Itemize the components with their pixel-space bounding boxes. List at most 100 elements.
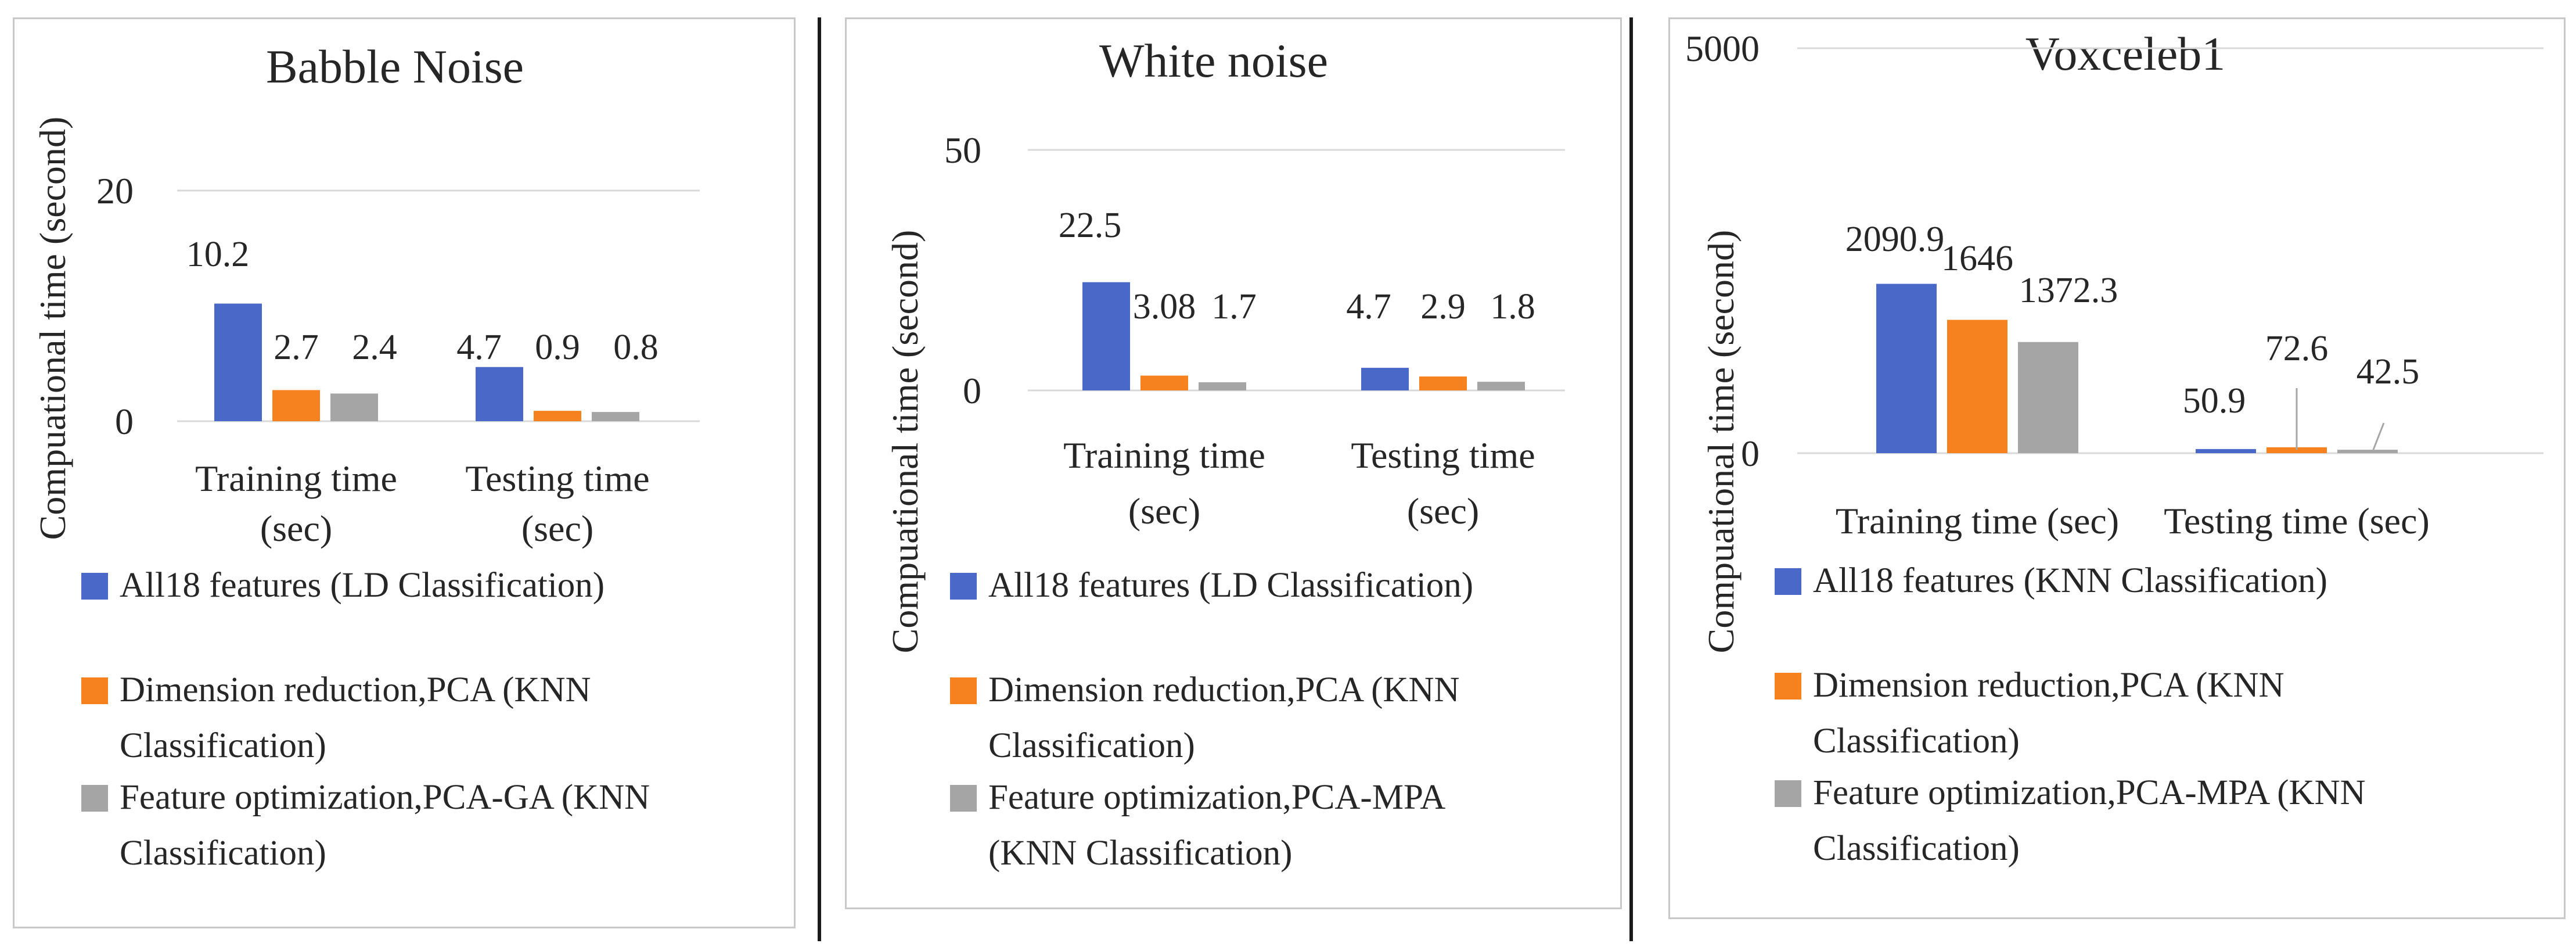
x-tick-label: (sec) (260, 508, 332, 549)
y-tick-label: 0 (115, 401, 134, 442)
data-label: 1372.3 (2019, 271, 2118, 310)
data-label: 22.5 (1059, 206, 1122, 245)
x-tick-label: Training time (195, 458, 397, 499)
x-tick-label: (sec) (521, 508, 593, 549)
legend-label-line: Classification) (1813, 722, 2020, 761)
legend-swatch (1775, 568, 1801, 595)
bar-3-testing (592, 412, 639, 421)
data-label: 1.8 (1490, 287, 1535, 327)
chart-title: Voxceleb1 (2025, 27, 2226, 80)
y-axis-label: Compuational time (second) (32, 117, 73, 540)
data-label: 72.6 (2265, 329, 2329, 368)
y-tick-label: 20 (96, 170, 134, 211)
chart-panel-white-noise (845, 17, 1622, 909)
legend-label: Dimension reduction,PCA (KNN Classificati… (1813, 658, 2562, 769)
legend-label: Feature optimization,PCA-GA (KNN Classifi… (120, 770, 869, 881)
panel-divider (1629, 17, 1633, 941)
x-tick-label: Testing time (1351, 435, 1535, 476)
bar-3-testing (2337, 450, 2398, 453)
legend-label-line: Feature optimization,PCA-MPA (KNN (1813, 773, 2366, 812)
legend-swatch (81, 677, 108, 704)
data-label: 10.2 (186, 235, 250, 274)
y-tick-label: 0 (1741, 433, 1760, 474)
data-label: 4.7 (456, 328, 502, 367)
legend-swatch (950, 677, 977, 704)
bar-3-training (1199, 382, 1246, 390)
y-axis-label: Compuational time (second) (884, 230, 926, 654)
bar-1-testing (2196, 449, 2256, 453)
x-tick-label: (sec) (1128, 490, 1200, 532)
bar-2-training (1947, 320, 2007, 453)
bar-2-testing (534, 411, 581, 421)
bar-2-testing (2266, 447, 2327, 453)
x-tick-label: Testing time (sec) (2164, 500, 2430, 541)
legend-label-line: Classification) (120, 834, 326, 873)
x-tick-label: Testing time (465, 458, 649, 499)
data-label: 1646 (1941, 239, 2013, 278)
data-label: 0.9 (535, 328, 580, 367)
legend-label-line: (KNN Classification) (988, 834, 1293, 873)
data-label: 2.9 (1420, 287, 1466, 327)
legend-label-line: All18 features (LD Classification) (988, 566, 1474, 605)
x-tick-label: (sec) (1407, 490, 1479, 532)
legend-swatch (950, 785, 977, 812)
bar-3-testing (1477, 382, 1525, 390)
panel-divider (818, 17, 821, 941)
legend-swatch (1775, 673, 1801, 700)
y-tick-label: 50 (944, 130, 981, 171)
bar-1-training (214, 303, 262, 421)
data-label: 2.4 (352, 328, 397, 367)
leader-line (2372, 422, 2385, 450)
bar-1-training (1082, 282, 1130, 390)
legend-label-line: Classification) (120, 726, 326, 765)
data-label: 2090.9 (1845, 220, 1945, 259)
legend-swatch (81, 573, 108, 600)
chart-panel-babble-noise (13, 17, 796, 928)
bar-1-training (1876, 284, 1937, 453)
bar-2-training (1141, 375, 1188, 390)
x-tick-label: Training time (sec) (1836, 500, 2119, 541)
x-tick-label: Training time (1063, 435, 1265, 476)
bar-1-testing (476, 367, 523, 421)
legend-label: Feature optimization,PCA-MPA (KNN Classif… (988, 770, 1737, 881)
legend-label-line: Dimension reduction,PCA (KNN (120, 670, 591, 709)
legend-label-line: Classification) (1813, 829, 2020, 868)
bar-3-training (2018, 342, 2078, 453)
data-label: 4.7 (1346, 287, 1391, 327)
legend-label-line: Feature optimization,PCA-GA (KNN (120, 778, 650, 817)
legend-label: All18 features (KNN Classification) (1813, 553, 2562, 609)
legend-swatch (950, 573, 977, 600)
data-label: 42.5 (2356, 352, 2420, 392)
y-tick-label: 0 (963, 370, 981, 411)
legend-label: All18 features (LD Classification) (988, 558, 1737, 614)
legend-label-line: Feature optimization,PCA-MPA (988, 778, 1446, 817)
bar-2-testing (1419, 376, 1467, 390)
legend-label-line: All18 features (KNN Classification) (1813, 561, 2327, 600)
legend-label: Feature optimization,PCA-MPA (KNN Classif… (1813, 765, 2562, 877)
legend-swatch (1775, 780, 1801, 807)
legend-label: Dimension reduction,PCA (KNN Classificati… (988, 662, 1737, 774)
legend-label-line: All18 features (LD Classification) (120, 566, 605, 605)
legend-label: Dimension reduction,PCA (KNN Classificati… (120, 662, 869, 774)
chart-panel-voxceleb1 (1668, 17, 2566, 919)
data-label: 0.8 (613, 328, 659, 367)
legend-label-line: Dimension reduction,PCA (KNN (1813, 666, 2284, 705)
data-label: 3.08 (1133, 287, 1196, 327)
legend-swatch (81, 785, 108, 812)
y-tick-label: 5000 (1685, 28, 1760, 69)
chart-title: White noise (1099, 34, 1328, 87)
chart-title: Babble Noise (266, 40, 524, 93)
data-label: 2.7 (274, 328, 319, 367)
bar-2-training (272, 390, 320, 421)
data-label: 50.9 (2183, 381, 2246, 421)
data-label: 1.7 (1211, 287, 1257, 327)
legend-label: All18 features (LD Classification) (120, 558, 869, 614)
legend-label-line: Classification) (988, 726, 1195, 765)
bar-3-training (330, 393, 378, 421)
y-axis-label: Compuational time (second) (1700, 230, 1742, 654)
legend-label-line: Dimension reduction,PCA (KNN (988, 670, 1460, 709)
bar-1-testing (1361, 368, 1409, 390)
